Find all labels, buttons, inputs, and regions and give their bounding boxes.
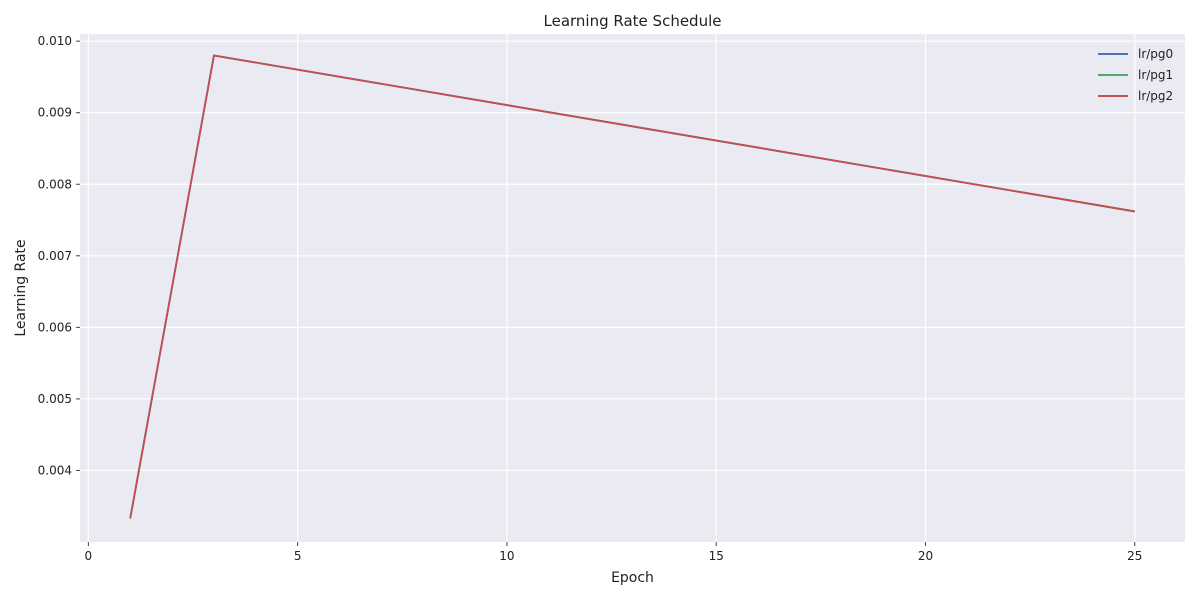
- x-tick-label: 20: [918, 549, 933, 563]
- y-tick-label: 0.009: [38, 106, 72, 120]
- legend-entry: lr/pg1: [1138, 68, 1173, 82]
- y-tick-label: 0.005: [38, 392, 72, 406]
- y-axis-label: Learning Rate: [13, 239, 29, 336]
- chart-title: Learning Rate Schedule: [544, 12, 722, 30]
- legend-entry: lr/pg2: [1138, 89, 1173, 103]
- series-line-lr-pg2: [129, 54, 1135, 519]
- y-tick-label: 0.008: [38, 177, 72, 191]
- y-axis-ticks: 0.004 0.005 0.006 0.007 0.008 0.009 0.010: [38, 34, 80, 477]
- x-tick-label: 25: [1127, 549, 1142, 563]
- grid: [80, 34, 1185, 542]
- x-tick-label: 10: [499, 549, 514, 563]
- x-axis-label: Epoch: [611, 570, 654, 586]
- legend: lr/pg0 lr/pg1 lr/pg2: [1098, 47, 1173, 103]
- y-tick-label: 0.004: [38, 463, 72, 477]
- y-tick-label: 0.007: [38, 249, 72, 263]
- x-tick-label: 15: [709, 549, 724, 563]
- y-tick-label: 0.006: [38, 320, 72, 334]
- x-tick-label: 0: [85, 549, 93, 563]
- plot-area: [80, 34, 1185, 542]
- x-axis-ticks: 0 5 10 15 20 25: [85, 542, 1142, 563]
- y-tick-label: 0.010: [38, 34, 72, 48]
- x-tick-label: 5: [294, 549, 302, 563]
- series-lines: [129, 54, 1135, 519]
- legend-entry: lr/pg0: [1138, 47, 1173, 61]
